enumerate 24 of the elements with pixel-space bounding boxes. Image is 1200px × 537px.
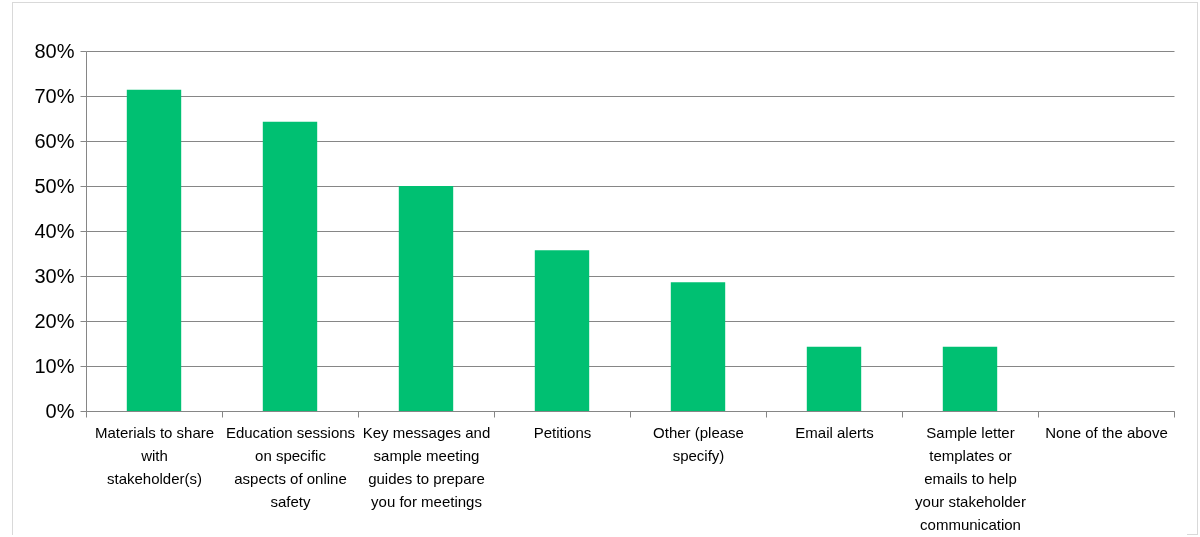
bar [670, 282, 726, 411]
y-tick-label: 80% [34, 39, 75, 62]
bar [942, 346, 998, 411]
y-tick-label: 70% [34, 84, 75, 107]
x-tick-label: None of the above [1045, 423, 1168, 441]
x-tick-label: Materials to share with stakeholder(s) [94, 423, 215, 487]
bar [534, 250, 590, 411]
y-tick-label: 50% [34, 174, 75, 197]
y-tick-label: 20% [34, 309, 75, 332]
x-tick-label: Petitions [533, 423, 592, 441]
y-tick-label: 60% [34, 129, 75, 152]
y-tick-label: 30% [34, 264, 75, 287]
x-tick-label: Education sessions on specific aspects of online safety [225, 423, 356, 510]
bar [126, 89, 182, 411]
x-tick-label: Email alerts [795, 423, 874, 441]
y-tick-label: 0% [45, 399, 75, 422]
x-tick-label: Sample letter templates or emails to help your stakeholder communication [915, 423, 1026, 533]
y-tick-label: 10% [34, 354, 75, 377]
y-tick-label: 40% [34, 219, 75, 242]
bar [806, 346, 862, 411]
bar [398, 186, 454, 411]
bar [262, 121, 318, 411]
x-tick-label: Other (please specify) [653, 423, 744, 464]
x-tick-label: Key messages and sample meeting guides to prepare you for meetings [362, 423, 491, 510]
